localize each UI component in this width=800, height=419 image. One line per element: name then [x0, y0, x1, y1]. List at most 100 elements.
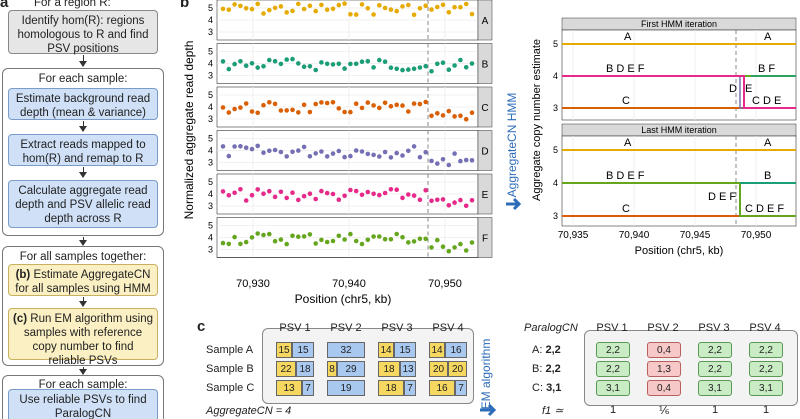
depth-point	[382, 190, 388, 196]
depth-point	[423, 3, 428, 9]
paralog-cell: 2,2	[749, 361, 783, 377]
depth-point	[249, 61, 255, 66]
depth-point	[394, 187, 399, 192]
ref-depth-cell: 20	[448, 361, 467, 377]
series-line-def	[562, 182, 796, 217]
sample-letter: C:	[532, 382, 547, 394]
series-label: E	[745, 83, 752, 95]
depth-point	[290, 233, 295, 239]
f1-value: 1	[762, 404, 770, 416]
depth-point	[313, 241, 318, 246]
y-tick-label: 3	[208, 71, 213, 81]
series-label: B D E F	[606, 63, 645, 75]
depth-point	[348, 153, 353, 159]
step-c-label: (c)	[13, 313, 28, 325]
depth-point	[226, 110, 232, 115]
em-arrow: EM algorithm	[479, 339, 497, 417]
facet-strip	[477, 130, 493, 171]
depth-point	[417, 65, 423, 70]
depth-point	[272, 58, 278, 64]
depth-point	[267, 7, 272, 13]
depth-point	[348, 61, 353, 67]
depth-point	[226, 241, 232, 247]
extract-reads-text: Extract reads mapped to hom(R) and remap…	[20, 139, 146, 165]
depth-point	[238, 105, 243, 110]
alt-depth-cell: 18	[296, 361, 314, 377]
hmm-plot: Aggregate copy number estimate First HMM…	[531, 17, 797, 257]
depth-point	[238, 3, 243, 9]
depth-point	[232, 106, 237, 112]
depth-point	[353, 12, 359, 17]
depth-point	[394, 8, 399, 14]
alt-depth-cell: 15	[292, 342, 314, 358]
arrow-down	[79, 297, 87, 307]
depth-point	[388, 155, 394, 160]
depth-point	[371, 152, 376, 158]
sample-letter: A:	[532, 344, 546, 356]
depth-point	[458, 4, 463, 10]
depth-point	[284, 195, 289, 201]
sample-letter: B:	[532, 363, 546, 375]
sample-name: Sample A	[206, 344, 254, 356]
depth-point	[348, 109, 353, 115]
ref-depth-cell: 20	[429, 361, 448, 377]
depth-point	[272, 147, 278, 153]
depth-point	[446, 203, 452, 208]
panel-c-letter: c	[197, 318, 206, 335]
depth-point	[249, 192, 255, 198]
paralog-cell: 1,3	[647, 361, 681, 377]
ref-depth-cell: 22	[276, 361, 296, 377]
paralog-cell: 2,2	[596, 342, 630, 358]
psv-header: PSV 3	[698, 322, 730, 334]
depth-point	[446, 162, 452, 168]
depth-point	[319, 149, 324, 154]
hmm-bottom-title: Last HMM iteration	[641, 125, 717, 135]
y-tick-label: 4	[208, 102, 213, 112]
depth-point	[365, 151, 371, 157]
depth-point	[463, 157, 469, 163]
x-tick-label: 70,950	[428, 278, 462, 290]
depth-point	[243, 145, 249, 150]
depth-point	[458, 57, 463, 63]
depth-point	[411, 144, 417, 149]
em-arrow-label: EM algorithm	[479, 339, 493, 410]
depth-point	[243, 6, 249, 11]
depth-point	[307, 154, 313, 159]
depth-point	[278, 237, 284, 242]
depth-point	[400, 234, 405, 240]
depth-point	[406, 148, 411, 154]
paralog-value: 2,2	[545, 363, 561, 375]
depth-point	[278, 61, 284, 67]
depth-point	[423, 149, 428, 155]
y-tick-label: 3	[208, 158, 213, 168]
depth-point	[394, 150, 399, 156]
depth-point	[365, 189, 371, 195]
y-tick-label: 4	[208, 189, 213, 199]
y-tick-label: 4	[553, 178, 558, 188]
depth-point	[272, 101, 278, 107]
depth-point	[417, 6, 423, 11]
depth-point	[469, 61, 475, 66]
depth-point	[452, 151, 457, 156]
depth-point	[220, 240, 226, 246]
series-label: A	[764, 31, 772, 43]
depth-point	[429, 158, 434, 164]
paralog-cell: 0,4	[647, 380, 681, 396]
series-label: B F	[758, 63, 775, 75]
f1-value: 1	[609, 404, 617, 416]
depth-point	[400, 153, 405, 158]
alt-depth-cell: 29	[337, 361, 365, 377]
facet-group: A 5 4 3 B 5 4 3 C 5 4 3 D 5 4 3 E 5 4 3 F 5 4 3	[208, 0, 493, 258]
depth-point	[296, 61, 301, 66]
series-label: B	[764, 170, 771, 182]
depth-point	[255, 231, 260, 236]
depth-point	[417, 236, 423, 242]
depth-point	[307, 3, 313, 9]
depth-point	[313, 196, 318, 202]
y-tick-label: 5	[208, 47, 213, 57]
depth-point	[249, 109, 255, 114]
paralog-step-text: Use reliable PSVs to find ParalogCN	[19, 394, 147, 419]
depth-point	[400, 195, 405, 201]
sample-name: Sample B	[206, 363, 254, 375]
depth-point	[267, 148, 272, 154]
